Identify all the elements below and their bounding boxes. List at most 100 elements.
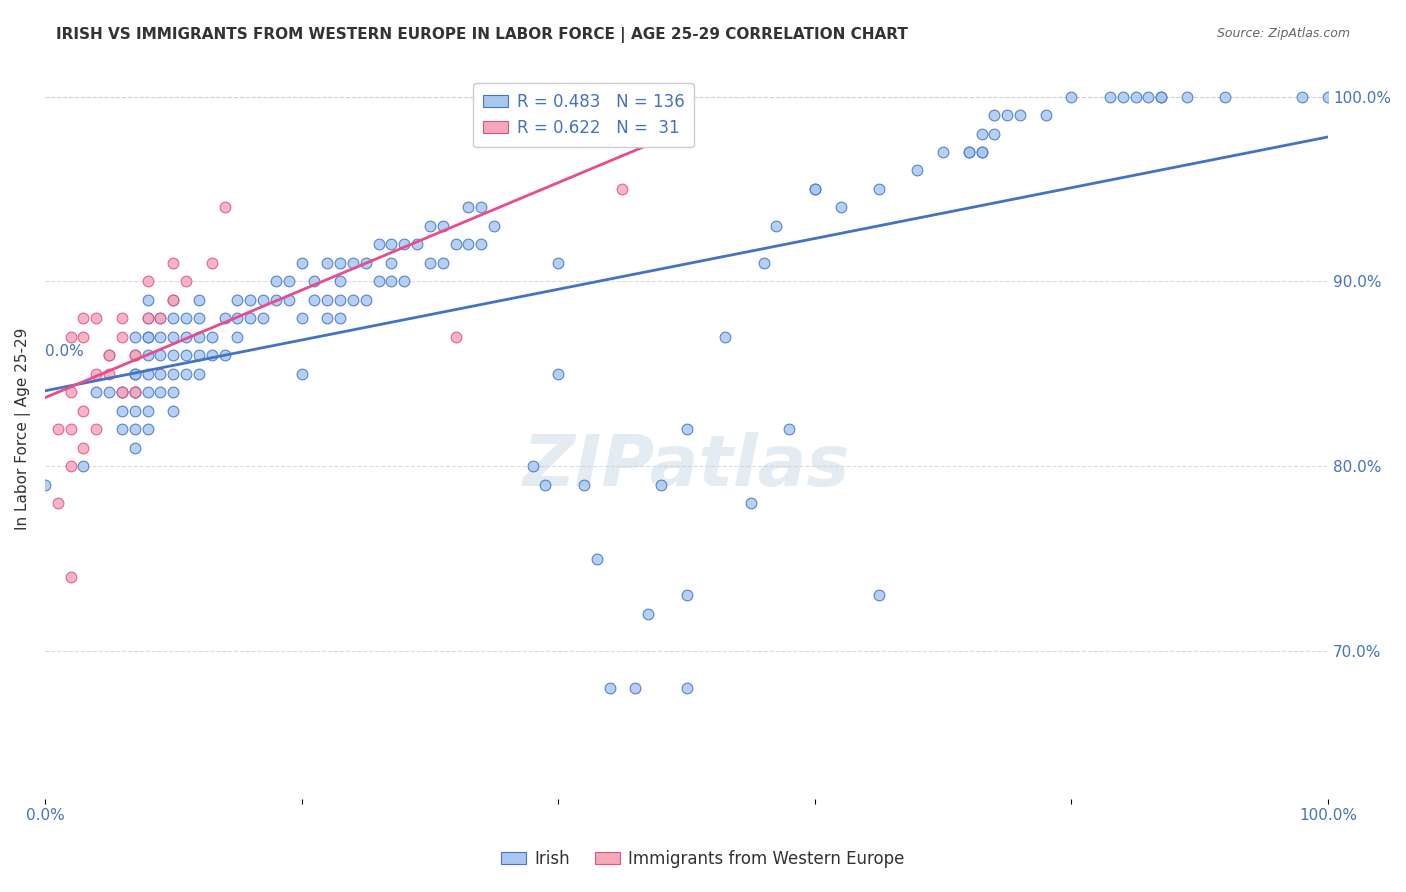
Point xyxy=(162,403,184,417)
Point xyxy=(675,681,697,695)
Point xyxy=(59,330,82,344)
Point xyxy=(136,330,159,344)
Point xyxy=(970,127,993,141)
Point xyxy=(162,348,184,362)
Point xyxy=(174,330,197,344)
Point xyxy=(34,477,56,491)
Point xyxy=(637,607,659,621)
Point xyxy=(1112,89,1135,103)
Point xyxy=(419,219,441,233)
Point xyxy=(277,274,299,288)
Point xyxy=(932,145,955,159)
Point xyxy=(1060,89,1083,103)
Point xyxy=(714,330,737,344)
Point xyxy=(367,237,389,252)
Point xyxy=(470,201,492,215)
Point xyxy=(380,274,402,288)
Point xyxy=(174,274,197,288)
Point xyxy=(1291,89,1313,103)
Point xyxy=(149,385,172,400)
Point xyxy=(136,422,159,436)
Point xyxy=(214,311,236,326)
Point xyxy=(136,274,159,288)
Point xyxy=(136,367,159,381)
Point xyxy=(650,477,672,491)
Point xyxy=(957,145,980,159)
Point xyxy=(612,182,634,196)
Point xyxy=(675,589,697,603)
Point xyxy=(124,330,146,344)
Point xyxy=(329,274,352,288)
Point xyxy=(868,182,890,196)
Point xyxy=(406,237,429,252)
Point xyxy=(432,219,454,233)
Point xyxy=(1035,108,1057,122)
Point xyxy=(162,256,184,270)
Point xyxy=(124,422,146,436)
Point xyxy=(1150,89,1173,103)
Point xyxy=(111,311,134,326)
Point xyxy=(957,145,980,159)
Point xyxy=(124,367,146,381)
Point xyxy=(740,496,762,510)
Point xyxy=(316,256,339,270)
Point xyxy=(444,237,467,252)
Point xyxy=(482,219,505,233)
Point xyxy=(329,293,352,307)
Point xyxy=(419,256,441,270)
Point xyxy=(804,182,827,196)
Point xyxy=(162,330,184,344)
Point xyxy=(547,256,569,270)
Point xyxy=(72,441,94,455)
Point xyxy=(84,367,107,381)
Point xyxy=(752,256,775,270)
Point xyxy=(84,311,107,326)
Text: Source: ZipAtlas.com: Source: ZipAtlas.com xyxy=(1216,27,1350,40)
Point xyxy=(162,367,184,381)
Point xyxy=(136,385,159,400)
Point xyxy=(111,385,134,400)
Point xyxy=(162,385,184,400)
Point xyxy=(239,293,262,307)
Point xyxy=(162,293,184,307)
Point xyxy=(329,311,352,326)
Legend: R = 0.483   N = 136, R = 0.622   N =  31: R = 0.483 N = 136, R = 0.622 N = 31 xyxy=(474,83,695,147)
Point xyxy=(84,422,107,436)
Point xyxy=(1125,89,1147,103)
Point xyxy=(599,681,621,695)
Point xyxy=(1175,89,1198,103)
Point xyxy=(136,403,159,417)
Point xyxy=(470,237,492,252)
Point xyxy=(354,293,377,307)
Legend: Irish, Immigrants from Western Europe: Irish, Immigrants from Western Europe xyxy=(495,844,911,875)
Point xyxy=(290,367,312,381)
Point xyxy=(624,681,647,695)
Point xyxy=(970,145,993,159)
Point xyxy=(187,293,209,307)
Point xyxy=(72,459,94,474)
Point xyxy=(84,385,107,400)
Text: IRISH VS IMMIGRANTS FROM WESTERN EUROPE IN LABOR FORCE | AGE 25-29 CORRELATION C: IRISH VS IMMIGRANTS FROM WESTERN EUROPE … xyxy=(56,27,908,43)
Point xyxy=(111,330,134,344)
Point xyxy=(830,201,852,215)
Point xyxy=(201,348,224,362)
Point xyxy=(214,348,236,362)
Point xyxy=(316,293,339,307)
Point xyxy=(136,311,159,326)
Point xyxy=(46,496,69,510)
Point xyxy=(252,293,274,307)
Point xyxy=(1098,89,1121,103)
Point xyxy=(226,311,249,326)
Point xyxy=(201,330,224,344)
Y-axis label: In Labor Force | Age 25-29: In Labor Force | Age 25-29 xyxy=(15,328,31,531)
Point xyxy=(778,422,800,436)
Point xyxy=(995,108,1018,122)
Point xyxy=(136,348,159,362)
Point xyxy=(380,256,402,270)
Point xyxy=(124,441,146,455)
Point xyxy=(316,311,339,326)
Point xyxy=(149,311,172,326)
Point xyxy=(162,311,184,326)
Point xyxy=(585,551,607,566)
Point xyxy=(187,348,209,362)
